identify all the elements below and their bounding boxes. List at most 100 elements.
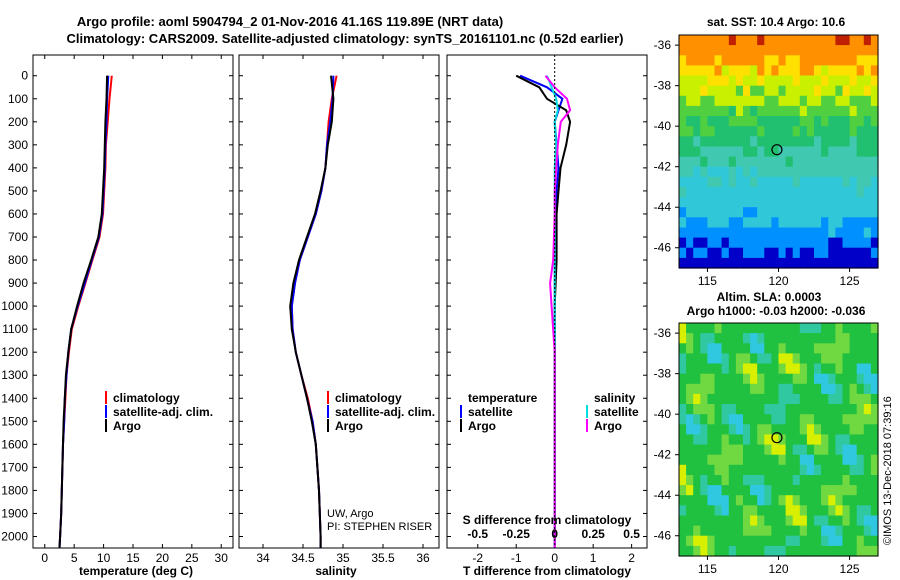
- map-cell: [764, 454, 772, 466]
- map-cell: [735, 444, 744, 456]
- map-cell: [721, 217, 730, 228]
- map-cell: [814, 464, 822, 476]
- map-cell: [714, 257, 723, 269]
- map-cell: [728, 525, 737, 537]
- map-cell: [835, 156, 844, 168]
- map-cell: [778, 237, 787, 249]
- map-cell: [764, 363, 772, 375]
- map-cell: [764, 353, 772, 365]
- map-cell: [728, 495, 737, 506]
- map-cell: [849, 227, 858, 239]
- map-cell: [785, 237, 794, 249]
- map-cell: [700, 197, 708, 208]
- map-cell: [686, 156, 694, 168]
- x-tick-label: 35: [336, 551, 350, 565]
- map-cell: [728, 383, 737, 395]
- map-cell: [764, 464, 772, 476]
- map-y-tick-label: -44: [654, 200, 672, 214]
- map-cell: [842, 414, 851, 425]
- depth-tick-label: 200: [8, 115, 28, 129]
- map-cell: [735, 464, 744, 476]
- map-cell: [828, 85, 836, 97]
- map-cell: [721, 227, 730, 239]
- map-cell: [757, 333, 765, 344]
- map-cell: [700, 444, 708, 456]
- map-cell: [750, 105, 758, 117]
- map-cell: [686, 353, 694, 365]
- map-cell: [700, 126, 708, 137]
- map-cell: [799, 363, 808, 375]
- map-cell: [863, 414, 872, 425]
- map-cell: [870, 505, 879, 516]
- x-tick-label: -2: [472, 551, 483, 565]
- map-cell: [785, 535, 794, 547]
- map-cell: [714, 227, 723, 239]
- map-cell: [743, 545, 751, 557]
- map-cell: [814, 323, 822, 334]
- map-cell: [764, 35, 772, 46]
- map-cell: [743, 393, 751, 405]
- map-cell: [792, 207, 801, 218]
- map-cell: [764, 373, 772, 385]
- map-cell: [735, 535, 744, 547]
- map-cell: [842, 363, 851, 375]
- map-cell: [828, 247, 836, 259]
- map-cell: [842, 237, 851, 249]
- map-cell: [821, 176, 829, 188]
- map-cell: [721, 535, 730, 547]
- map-cell: [735, 257, 744, 269]
- map-cell: [856, 373, 865, 385]
- map-cell: [750, 247, 758, 259]
- map-cell: [856, 217, 865, 228]
- map-cell: [828, 126, 836, 137]
- map-cell: [693, 65, 701, 77]
- map-cell: [750, 176, 758, 188]
- map-cell: [721, 404, 730, 415]
- map-cell: [785, 414, 794, 425]
- map-cell: [814, 207, 822, 218]
- map-cell: [707, 485, 716, 496]
- map-cell: [757, 75, 765, 87]
- map-cell: [743, 35, 751, 46]
- map-cell: [743, 323, 751, 334]
- map-cell: [700, 424, 708, 435]
- map-cell: [707, 343, 716, 354]
- map-cell: [700, 495, 708, 506]
- map-cell: [856, 126, 865, 137]
- map-cell: [842, 75, 851, 87]
- map-cell: [735, 45, 744, 56]
- map-cell: [799, 434, 808, 446]
- map-cell: [856, 85, 865, 97]
- map-cell: [757, 126, 765, 137]
- map-cell: [735, 136, 744, 147]
- map-cell: [700, 65, 708, 77]
- map-cell: [721, 187, 730, 198]
- map-cell: [814, 545, 822, 557]
- map-cell: [870, 353, 879, 365]
- map-cell: [856, 424, 865, 435]
- map-cell: [771, 383, 780, 395]
- map-cell: [806, 45, 815, 56]
- map-cell: [778, 55, 787, 66]
- s-tick-label: 0: [551, 527, 558, 541]
- map-cell: [735, 156, 744, 168]
- map-cell: [863, 404, 872, 415]
- map-cell: [806, 217, 815, 228]
- map-cell: [728, 116, 737, 127]
- map-cell: [700, 75, 708, 87]
- map-cell: [686, 35, 694, 46]
- map-cell: [799, 464, 808, 476]
- map-cell: [870, 485, 879, 496]
- map-cell: [757, 237, 765, 249]
- map-cell: [721, 343, 730, 354]
- map-cell: [799, 237, 808, 249]
- map-cell: [686, 444, 694, 456]
- map-cell: [750, 166, 758, 178]
- map-cell: [821, 363, 829, 375]
- map-cell: [728, 343, 737, 354]
- map-cell: [870, 424, 879, 435]
- map-y-tick-label: -46: [654, 529, 672, 543]
- map-cell: [870, 146, 879, 158]
- map-cell: [771, 353, 780, 365]
